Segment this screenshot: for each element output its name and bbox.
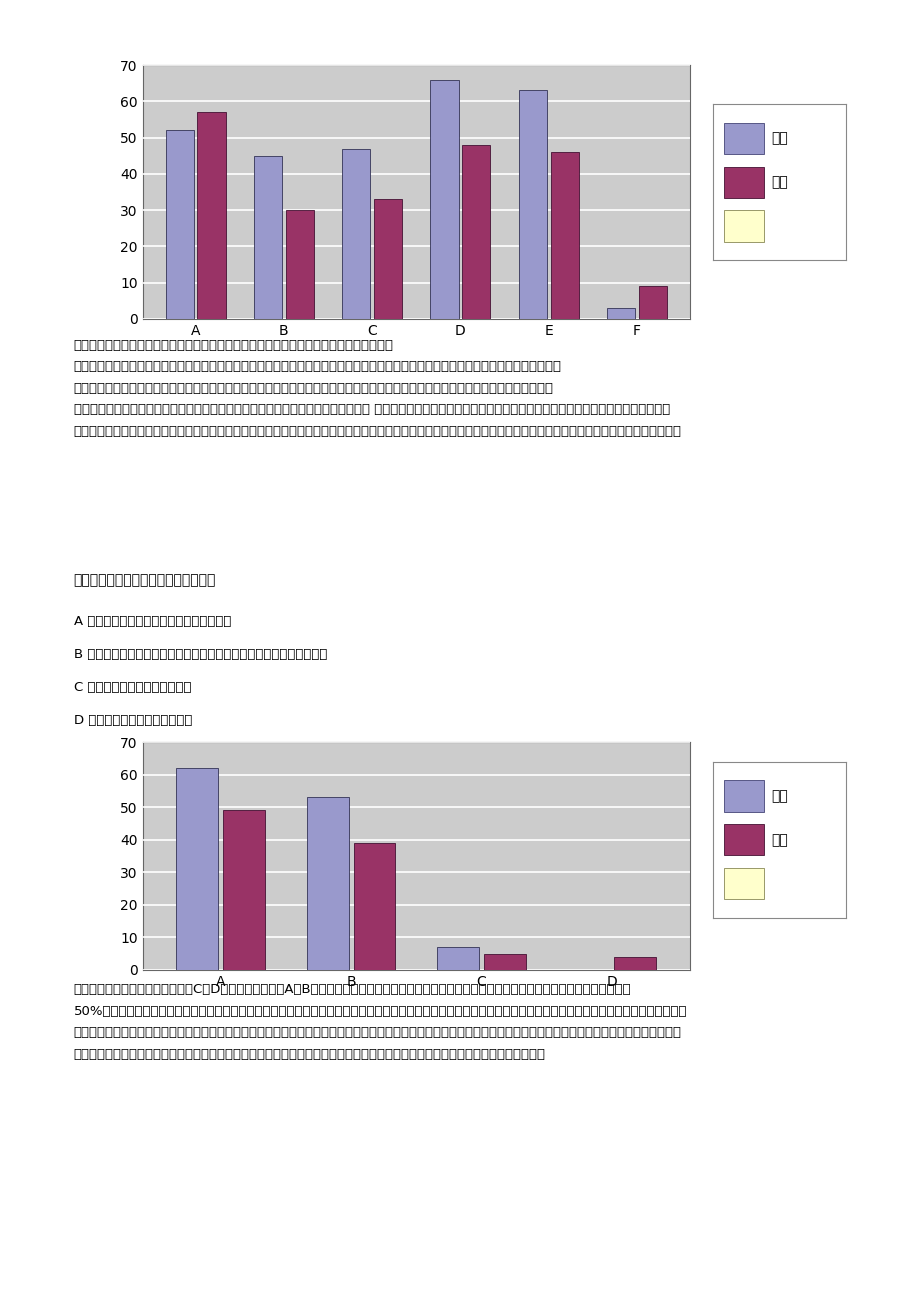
Text: 大二: 大二: [771, 833, 788, 846]
Bar: [723, 211, 763, 242]
Bar: [723, 868, 763, 900]
Bar: [307, 797, 348, 970]
Bar: [723, 122, 763, 154]
Text: D 几乎没有大学生主动要求入党: D 几乎没有大学生主动要求入党: [74, 713, 192, 727]
Bar: [430, 79, 459, 319]
Bar: [165, 130, 194, 319]
Bar: [614, 957, 655, 970]
Bar: [483, 953, 526, 970]
Bar: [437, 948, 478, 970]
Bar: [254, 156, 282, 319]
Text: C 每年只有极个别学生要求入党: C 每年只有极个别学生要求入党: [74, 681, 191, 694]
Bar: [723, 167, 763, 198]
Bar: [518, 91, 547, 319]
Bar: [607, 309, 635, 319]
Text: B 总体上积极性不高，但在党组织的引导下仍有一部分大学生要求入党: B 总体上积极性不高，但在党组织的引导下仍有一部分大学生要求入党: [74, 647, 326, 660]
Text: 您认为当前大学生的入党积极性如何？: 您认为当前大学生的入党积极性如何？: [74, 573, 216, 587]
Bar: [285, 210, 313, 319]
Bar: [176, 768, 218, 970]
Bar: [198, 112, 225, 319]
Text: 大二: 大二: [771, 176, 788, 189]
Text: 大一: 大一: [771, 132, 788, 146]
Bar: [223, 810, 265, 970]
Bar: [550, 152, 578, 319]
Text: 由图表看出，对于影响入党的因素大一和大二学生的态度差异比较大，大二学生认为社会对
党员的认可度是最主要因素，而大一同学认为成为党员可提高个人素质，实现人生目标是: 由图表看出，对于影响入党的因素大一和大二学生的态度差异比较大，大二学生认为社会对…: [74, 339, 681, 437]
Bar: [723, 824, 763, 855]
Bar: [342, 148, 370, 319]
Bar: [353, 844, 395, 970]
Bar: [723, 780, 763, 811]
Bar: [373, 199, 402, 319]
Bar: [638, 286, 666, 319]
Text: 大一: 大一: [771, 789, 788, 803]
Bar: [461, 145, 490, 319]
Text: 这里我们可以看出，很少同学选择C、D两个选项，但是是A、B选项比例相近，这就引出一个较为矛盾的结果，即每年要求入党的大学生比较多，但是接近
50%的同学并不赞同: 这里我们可以看出，很少同学选择C、D两个选项，但是是A、B选项比例相近，这就引出…: [74, 983, 686, 1061]
Text: A 总体上积极性较高，能主动向党组织靠拢: A 总体上积极性较高，能主动向党组织靠拢: [74, 615, 231, 628]
